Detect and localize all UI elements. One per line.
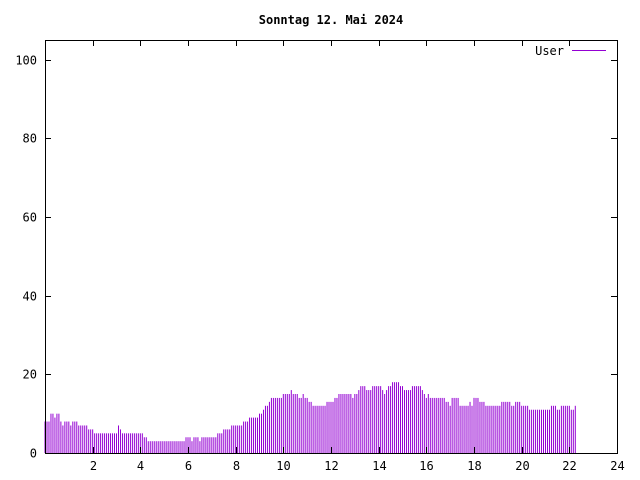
x-tick-label: 22: [562, 459, 576, 473]
y-tick-label: 60: [23, 211, 37, 225]
legend: User: [535, 44, 606, 58]
plot-frame: [45, 40, 618, 454]
x-tick-label: 16: [419, 459, 433, 473]
x-tick-label: 14: [372, 459, 386, 473]
y-tick-label: 100: [15, 54, 37, 68]
x-tick-label: 2: [90, 459, 97, 473]
bars-layer: [44, 382, 576, 453]
x-tick-label: 6: [185, 459, 192, 473]
x-tick-label: 12: [324, 459, 338, 473]
x-tick-label: 10: [276, 459, 290, 473]
y-tick-label: 40: [23, 290, 37, 304]
x-tick-label: 8: [233, 459, 240, 473]
x-tick-label: 4: [137, 459, 144, 473]
legend-label: User: [535, 44, 564, 58]
x-tick-label: 20: [515, 459, 529, 473]
y-tick-label: 20: [23, 368, 37, 382]
chart-title: Sonntag 12. Mai 2024: [259, 13, 404, 27]
y-tick-label: 0: [30, 447, 37, 461]
y-tick-label: 80: [23, 132, 37, 146]
x-tick-label: 18: [467, 459, 481, 473]
x-tick-label: 24: [610, 459, 624, 473]
